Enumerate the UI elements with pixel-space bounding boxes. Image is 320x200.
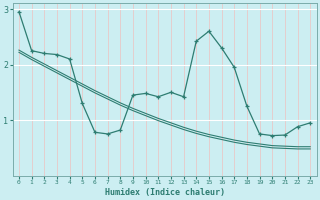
X-axis label: Humidex (Indice chaleur): Humidex (Indice chaleur) [105, 188, 225, 197]
